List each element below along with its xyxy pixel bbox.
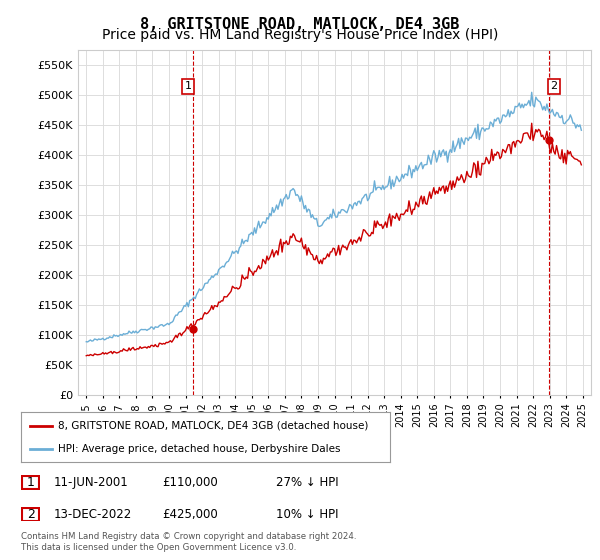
Text: 2: 2	[26, 507, 35, 521]
Text: 13-DEC-2022: 13-DEC-2022	[54, 507, 132, 521]
Text: 1: 1	[26, 476, 35, 489]
Text: 27% ↓ HPI: 27% ↓ HPI	[276, 476, 338, 489]
Text: 2: 2	[550, 81, 557, 91]
Text: 1: 1	[185, 81, 191, 91]
Text: Price paid vs. HM Land Registry's House Price Index (HPI): Price paid vs. HM Land Registry's House …	[102, 28, 498, 42]
Text: Contains HM Land Registry data © Crown copyright and database right 2024.
This d: Contains HM Land Registry data © Crown c…	[21, 532, 356, 552]
Text: 8, GRITSTONE ROAD, MATLOCK, DE4 3GB (detached house): 8, GRITSTONE ROAD, MATLOCK, DE4 3GB (det…	[58, 421, 368, 431]
Text: HPI: Average price, detached house, Derbyshire Dales: HPI: Average price, detached house, Derb…	[58, 445, 340, 454]
Text: 11-JUN-2001: 11-JUN-2001	[54, 476, 129, 489]
Text: 10% ↓ HPI: 10% ↓ HPI	[276, 507, 338, 521]
Text: £425,000: £425,000	[162, 507, 218, 521]
Text: 8, GRITSTONE ROAD, MATLOCK, DE4 3GB: 8, GRITSTONE ROAD, MATLOCK, DE4 3GB	[140, 17, 460, 32]
FancyBboxPatch shape	[22, 476, 39, 489]
FancyBboxPatch shape	[22, 507, 39, 521]
Text: £110,000: £110,000	[162, 476, 218, 489]
